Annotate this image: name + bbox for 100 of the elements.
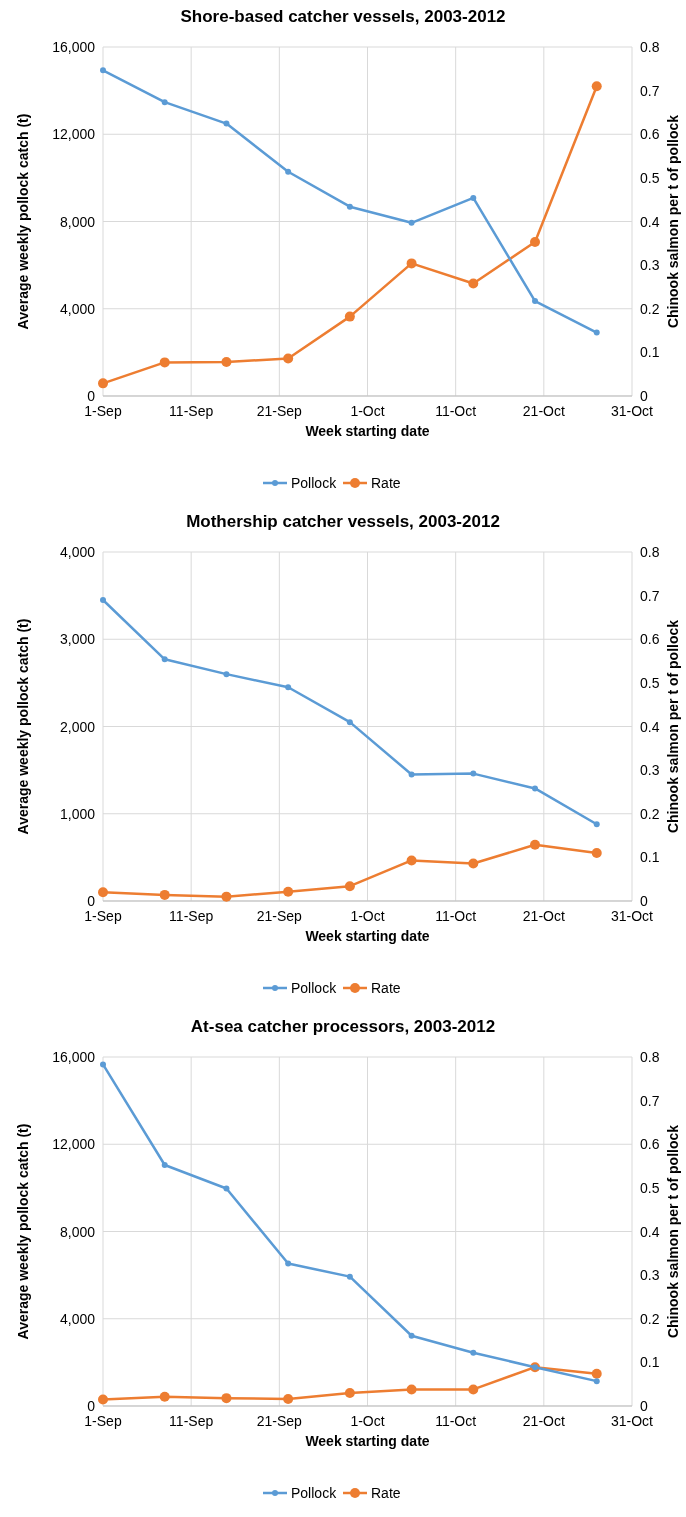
x-axis-title: Week starting date bbox=[305, 1433, 430, 1449]
y2-tick-label: 0.4 bbox=[640, 213, 660, 230]
y-tick-label: 16,000 bbox=[52, 39, 96, 55]
point bbox=[285, 168, 292, 175]
x-tick-label: 21-Oct bbox=[522, 908, 565, 924]
y2-tick-label: 0.3 bbox=[640, 1267, 660, 1284]
point bbox=[530, 237, 541, 247]
y2-tick-label: 0.8 bbox=[640, 544, 660, 560]
legend-label: Pollock bbox=[291, 475, 338, 491]
point bbox=[470, 1349, 477, 1356]
y2-tick-label: 0.8 bbox=[640, 39, 660, 55]
point bbox=[346, 719, 353, 726]
point bbox=[221, 356, 232, 367]
point bbox=[591, 81, 602, 92]
y-tick-label: 4,000 bbox=[59, 300, 96, 317]
point bbox=[344, 311, 355, 322]
y2-axis-title: Chinook salmon per t of pollock bbox=[665, 619, 681, 834]
x-tick-label: 31-Oct bbox=[610, 1413, 654, 1429]
point bbox=[98, 1394, 108, 1405]
y-tick-label: 16,000 bbox=[52, 1049, 96, 1065]
y-tick-label: 3,000 bbox=[59, 631, 96, 648]
y2-tick-label: 0.2 bbox=[640, 1310, 660, 1327]
y-tick-label: 1,000 bbox=[59, 805, 96, 822]
y-tick-label: 4,000 bbox=[59, 544, 96, 560]
point bbox=[591, 848, 602, 859]
point bbox=[532, 785, 539, 792]
y2-tick-label: 0.3 bbox=[640, 257, 660, 274]
chart-title: Shore-based catcher vessels, 2003-2012 bbox=[180, 7, 506, 26]
x-tick-label: 21-Sep bbox=[256, 1413, 303, 1429]
point bbox=[593, 329, 600, 336]
x-axis-title: Week starting date bbox=[305, 928, 430, 944]
x-tick-label: 21-Oct bbox=[522, 403, 565, 419]
point bbox=[159, 1391, 170, 1402]
point bbox=[346, 203, 353, 210]
y-tick-label: 8,000 bbox=[59, 1223, 96, 1240]
point bbox=[100, 67, 106, 74]
point bbox=[406, 258, 417, 269]
y2-tick-label: 0 bbox=[640, 388, 648, 404]
y2-tick-label: 0 bbox=[640, 1398, 648, 1414]
x-tick-label: 21-Oct bbox=[522, 1413, 565, 1429]
x-tick-label: 1-Oct bbox=[350, 908, 385, 924]
chart-title: Mothership catcher vessels, 2003-2012 bbox=[186, 512, 500, 531]
x-tick-label: 21-Sep bbox=[256, 403, 303, 419]
y-tick-label: 12,000 bbox=[52, 1136, 96, 1153]
point bbox=[532, 298, 539, 305]
point bbox=[223, 120, 230, 127]
point bbox=[408, 1332, 415, 1339]
point bbox=[161, 99, 168, 106]
point bbox=[223, 1185, 230, 1192]
y2-tick-label: 0.1 bbox=[640, 849, 660, 866]
point bbox=[468, 1384, 479, 1395]
y-tick-label: 0 bbox=[87, 893, 96, 909]
y2-tick-label: 0.2 bbox=[640, 805, 660, 822]
point bbox=[98, 887, 108, 898]
point bbox=[593, 1378, 600, 1385]
y-tick-label: 4,000 bbox=[59, 1310, 96, 1327]
legend-label: Pollock bbox=[291, 980, 338, 996]
point bbox=[283, 1394, 294, 1405]
y-tick-label: 0 bbox=[87, 1398, 96, 1414]
y2-tick-label: 0.3 bbox=[640, 762, 660, 779]
point bbox=[221, 1393, 232, 1404]
point bbox=[408, 771, 415, 778]
point bbox=[344, 1387, 355, 1398]
y2-tick-label: 0.7 bbox=[640, 1092, 660, 1109]
y2-tick-label: 0.5 bbox=[640, 169, 660, 186]
point bbox=[593, 821, 600, 828]
x-tick-label: 1-Sep bbox=[84, 908, 122, 924]
point bbox=[159, 357, 170, 368]
y2-tick-label: 0.5 bbox=[640, 674, 660, 691]
y2-tick-label: 0.6 bbox=[640, 126, 660, 143]
x-tick-label: 11-Oct bbox=[435, 1413, 477, 1429]
legend-label: Pollock bbox=[291, 1485, 338, 1501]
y2-tick-label: 0 bbox=[640, 893, 648, 909]
y-tick-label: 8,000 bbox=[59, 213, 96, 230]
y2-tick-label: 0.6 bbox=[640, 631, 660, 648]
x-tick-label: 31-Oct bbox=[610, 403, 654, 419]
point bbox=[530, 839, 541, 850]
point bbox=[470, 194, 477, 201]
point bbox=[468, 858, 479, 869]
y2-tick-label: 0.1 bbox=[640, 1354, 660, 1371]
point bbox=[285, 684, 292, 691]
y-axis-title: Average weekly pollock catch (t) bbox=[15, 113, 31, 330]
y2-tick-label: 0.6 bbox=[640, 1136, 660, 1153]
y-tick-label: 12,000 bbox=[52, 126, 96, 143]
y2-tick-label: 0.4 bbox=[640, 718, 660, 735]
x-tick-label: 11-Oct bbox=[435, 403, 477, 419]
point bbox=[285, 1260, 292, 1267]
legend-label: Rate bbox=[371, 475, 401, 491]
point bbox=[283, 353, 294, 364]
x-tick-label: 1-Sep bbox=[84, 403, 122, 419]
point bbox=[470, 770, 477, 777]
y-axis-title: Average weekly pollock catch (t) bbox=[15, 1123, 31, 1340]
legend-label: Rate bbox=[371, 980, 401, 996]
point bbox=[346, 1273, 353, 1280]
y2-tick-label: 0.5 bbox=[640, 1179, 660, 1196]
x-tick-label: 11-Sep bbox=[169, 1413, 214, 1429]
x-tick-label: 21-Sep bbox=[256, 908, 303, 924]
point bbox=[591, 1368, 602, 1379]
y-axis-title: Average weekly pollock catch (t) bbox=[15, 618, 31, 835]
point bbox=[408, 219, 415, 226]
